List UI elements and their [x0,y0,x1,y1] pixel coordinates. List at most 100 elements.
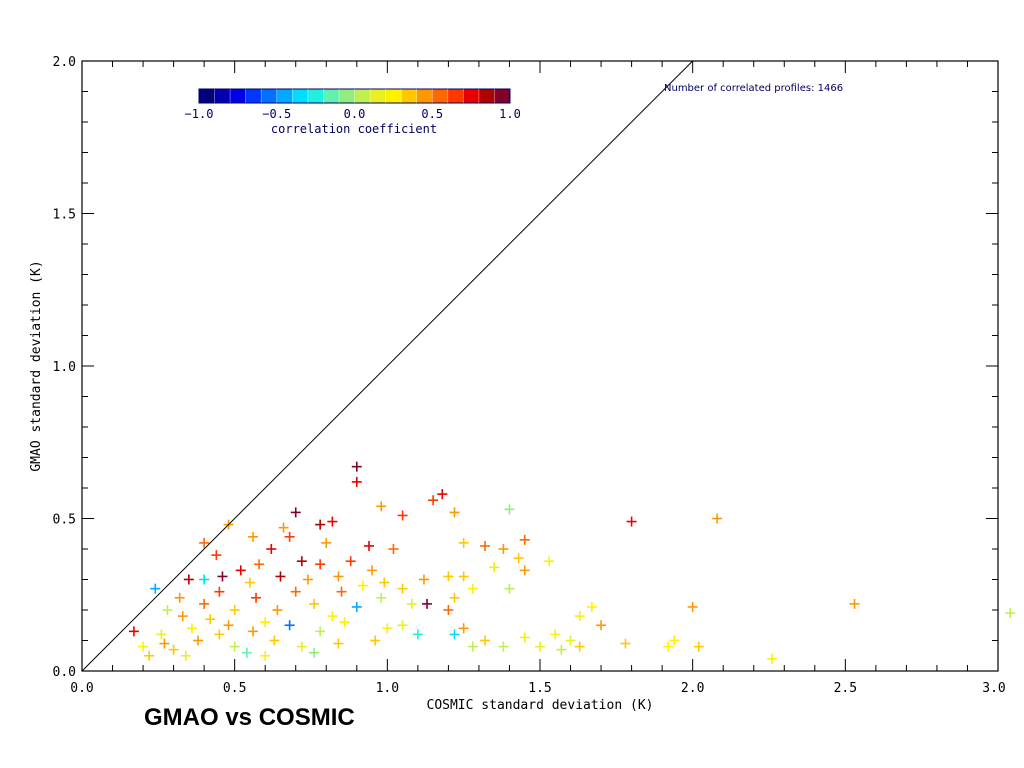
colorbar-segment [199,89,215,103]
reference-line-y-equals-x [81,60,694,672]
colorbar-segment [276,89,293,103]
y-tick-label: 0.0 [53,665,76,680]
data-point [367,565,378,576]
data-point [1005,608,1016,619]
data-point [199,598,210,609]
data-point [315,626,326,637]
data-point [513,553,524,564]
data-point [275,571,286,582]
colorbar-segment [370,89,386,103]
data-point [620,638,631,649]
data-point [193,635,204,646]
data-point [519,632,530,643]
data-point [272,605,283,615]
colorbar-tick-label: −1.0 [185,107,214,121]
data-point [333,638,344,649]
data-point [357,580,368,591]
data-point [489,562,500,573]
colorbar-segment [230,89,246,103]
data-point [556,644,567,655]
data-point [351,601,362,612]
data-point [498,544,509,554]
data-point [290,586,301,597]
data-point [315,519,326,530]
x-axis-label: COSMIC standard deviation (K) [427,698,654,713]
colorbar-segment [385,89,402,103]
data-point [467,583,478,594]
data-point [480,540,491,551]
colorbar-segment [292,89,309,103]
data-point [379,577,390,588]
data-point [214,629,225,640]
data-point [418,574,429,585]
colorbar-label: correlation coefficient [271,122,437,136]
data-point [260,650,271,661]
data-point [138,641,149,652]
data-point [296,641,307,652]
data-point [247,531,258,542]
x-tick-label: 3.0 [982,681,1005,696]
data-point [150,583,161,594]
data-point [412,629,423,640]
data-point [205,614,216,625]
x-tick-label: 0.5 [223,681,246,696]
data-point [480,635,491,646]
data-point [422,598,433,609]
data-point [376,592,387,603]
data-point [327,516,338,527]
data-point [364,540,375,551]
data-point [159,638,170,649]
colorbar-segment [463,89,480,103]
y-tick-label: 1.5 [53,208,76,223]
data-point [443,571,454,582]
data-point [406,598,417,609]
data-point [309,598,320,609]
data-point [244,577,255,588]
colorbar-tick-label: 1.0 [499,107,521,121]
colorbar-segment [401,89,417,103]
data-point [180,650,191,661]
colorbar-segment [432,89,449,103]
plot-border [81,60,999,672]
data-point [596,620,607,631]
colorbar-segment [323,89,340,103]
data-point [223,620,234,631]
data-point [712,513,723,524]
data-point [284,531,295,542]
colorbar-segment [416,89,433,103]
data-point [156,629,167,640]
data-point [428,495,439,506]
data-point [467,641,478,652]
data-point [235,565,246,576]
data-point [211,550,222,561]
data-point [174,592,185,603]
x-tick-label: 1.5 [528,681,551,696]
data-point [251,592,262,603]
data-point [449,629,460,640]
axis-ticks: 0.0 0.5 1.0 1.5 2.0 2.5 3.0 0.0 0.5 1.0 1.5 2.0 [53,55,1006,696]
data-point [565,635,576,646]
data-point [315,559,326,570]
data-point [214,586,225,597]
data-point [687,601,698,612]
data-point [345,556,356,567]
colorbar: −1.0 −0.5 0.0 0.5 1.0 [185,88,521,121]
data-point [449,507,460,518]
data-point [247,626,258,637]
data-point [177,611,188,622]
data-point [128,626,139,637]
colorbar-segment [261,89,278,103]
data-point [693,641,704,652]
data-point [767,653,778,664]
x-tick-label: 0.0 [70,681,93,696]
profile-count-annotation: Number of correlated profiles: 1466 [664,83,843,94]
data-point [458,571,469,582]
data-point [382,623,393,634]
data-point [574,641,585,652]
data-points [128,461,1016,664]
y-tick-label: 0.5 [53,513,76,528]
data-point [302,574,313,585]
data-point [327,611,338,622]
data-point [519,565,530,576]
